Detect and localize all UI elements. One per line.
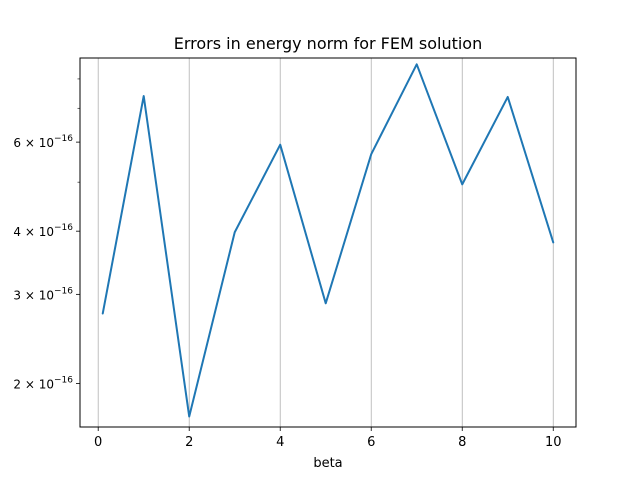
x-tick-label: 10	[545, 435, 562, 450]
y-tick-label: 6 × 10−16	[13, 134, 73, 150]
x-tick-label: 0	[94, 435, 102, 450]
x-axis: 0 2 4 6 8 10	[94, 427, 562, 450]
x-tick-label: 4	[276, 435, 284, 450]
x-tick-label: 8	[458, 435, 466, 450]
y-tick-label: 3 × 10−16	[13, 286, 73, 302]
series-line	[101, 63, 555, 418]
chart-title: Errors in energy norm for FEM solution	[174, 34, 482, 53]
plot-frame	[79, 57, 577, 428]
y-tick-label: 2 × 10−16	[13, 375, 73, 391]
y-tick-label: 4 × 10−16	[13, 223, 73, 239]
x-tick-label: 6	[367, 435, 375, 450]
y-axis: 2 × 10−16 3 × 10−16 4 × 10−16 6 × 10−16	[13, 78, 80, 391]
x-axis-label: beta	[313, 456, 342, 471]
x-tick-label: 2	[185, 435, 193, 450]
